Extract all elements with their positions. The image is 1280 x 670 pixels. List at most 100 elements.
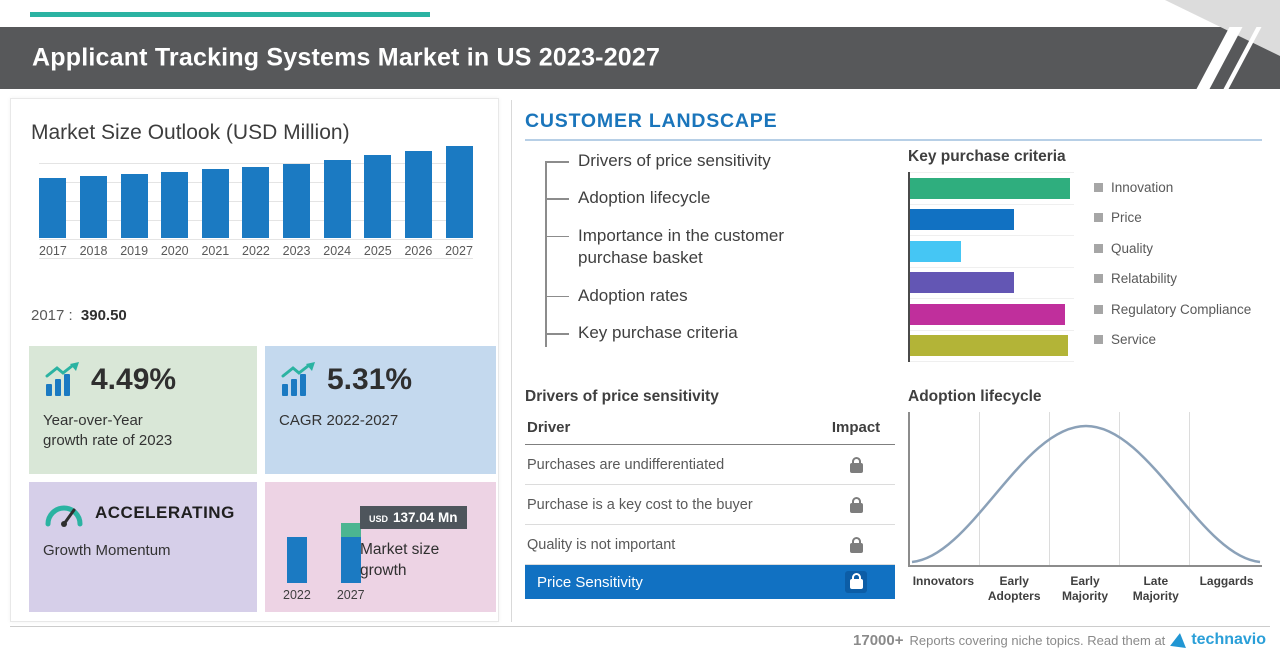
lifecycle-stage-label: Late Majority [1132, 574, 1179, 603]
bell-curve [911, 424, 1261, 564]
yoy-growth-box: 4.49% Year-over-Year growth rate of 2023 [29, 346, 257, 474]
bar-chart-up-arrow-icon [45, 362, 79, 396]
lock-icon [849, 536, 863, 553]
momentum-label: Growth Momentum [43, 541, 243, 561]
kpc-legend-label: Relatability [1111, 271, 1178, 287]
market-size-bar [404, 151, 432, 238]
adoption-lifecycle-chart [908, 412, 1262, 567]
key-purchase-criteria-title: Key purchase criteria [908, 148, 1066, 165]
kpc-bar-row [910, 236, 1074, 268]
price-driver-row: Purchase is a key cost to the buyer [525, 485, 895, 525]
growth-amount: 137.04 Mn [393, 510, 458, 525]
lock-icon [849, 456, 863, 473]
market-bar-column: 2018 [79, 176, 108, 258]
kpc-bar-row [910, 299, 1074, 331]
growth-year-label: 2027 [336, 588, 365, 602]
kpc-legend-label: Innovation [1111, 179, 1174, 195]
kpc-bar-area [908, 172, 1074, 362]
market-bar-column: 2021 [201, 169, 229, 258]
yoy-label-line2: growth rate of 2023 [43, 431, 173, 449]
segment-divider [1189, 412, 1190, 565]
kpc-legend-item: Price [1094, 203, 1251, 234]
connector-line [545, 161, 547, 347]
market-bar-column: 2026 [404, 151, 432, 258]
lifecycle-stage-label: Innovators [912, 574, 975, 588]
market-size-bar [283, 164, 311, 238]
customer-landscape-item: Importance in the customer purchase bask… [545, 225, 840, 270]
market-size-bar-chart: 2017 2018 2019 2020 2021 2022 2023 2024 2025 2026… [39, 146, 473, 283]
price-sensitivity-highlight-row: Price Sensitivity [525, 565, 895, 599]
market-year-label: 2019 [120, 244, 149, 258]
growth-bar [286, 537, 307, 583]
kpc-bar-row [910, 331, 1074, 362]
kpc-bar-row [910, 268, 1074, 299]
growth-momentum-box: ACCELERATING Growth Momentum [29, 482, 257, 612]
base-year-separator: : [68, 307, 73, 324]
legend-marker-icon [1094, 213, 1103, 223]
market-year-label: 2018 [79, 244, 108, 258]
growth-segment [340, 523, 361, 537]
lifecycle-stage-label: Laggards [1199, 574, 1254, 588]
legend-marker-icon [1094, 304, 1103, 314]
kpc-bar-regulatory-compliance [910, 303, 1065, 325]
market-year-label: 2025 [363, 244, 392, 258]
market-year-label: 2017 [39, 244, 67, 258]
kpc-legend-item: Relatability [1094, 264, 1251, 295]
gridline [39, 258, 473, 259]
price-sensitivity-header-row: Driver Impact [525, 415, 895, 445]
base-year-amount: 390.50 [80, 307, 127, 324]
growth-label-line1: Market size [360, 541, 440, 558]
price-driver-row: Quality is not important [525, 525, 895, 565]
kpc-bar-row [910, 205, 1074, 236]
legend-marker-icon [1094, 243, 1103, 253]
impact-cell [819, 456, 893, 473]
segment-divider [979, 412, 980, 565]
market-size-bar [80, 176, 108, 238]
impact-cell [819, 571, 893, 593]
growth-bar [340, 523, 361, 583]
customer-landscape-item: Drivers of price sensitivity [545, 150, 840, 172]
technavio-wordmark: technavio [1191, 631, 1266, 648]
kpc-legend-item: Service [1094, 325, 1251, 356]
base-year-label: 2017 [31, 307, 65, 324]
legend-marker-icon [1094, 274, 1103, 284]
cagr-value: 5.31% [327, 363, 413, 396]
gridline [39, 163, 473, 164]
speedometer-icon [45, 505, 83, 527]
market-size-bar [39, 178, 67, 238]
growth-mini-chart: 2022 2027 [283, 523, 365, 602]
footer-rule [10, 626, 1270, 627]
market-year-label: 2020 [160, 244, 189, 258]
technavio-logo[interactable]: technavio [1170, 631, 1266, 649]
kpc-bar-row [910, 172, 1074, 205]
market-size-bar [364, 155, 392, 238]
lifecycle-stage-label: Early Adopters [987, 574, 1041, 603]
kpc-legend-label: Regulatory Compliance [1111, 301, 1252, 317]
vertical-divider [511, 100, 512, 622]
market-bar-column: 2022 [242, 167, 270, 258]
kpc-bar-quality [910, 240, 961, 262]
market-size-bar [445, 146, 473, 238]
price-driver-row: Purchases are undifferentiated [525, 445, 895, 485]
kpc-bar-service [910, 335, 1068, 357]
market-bar-column: 2027 [445, 146, 473, 258]
column-header-impact: Impact [831, 419, 881, 436]
cagr-label-line: CAGR 2022-2027 [279, 412, 399, 429]
market-size-bar [201, 169, 229, 238]
adoption-lifecycle-labels: Innovators Early Adopters Early Majority La… [908, 574, 1262, 604]
report-count: 17000+ [853, 631, 904, 649]
momentum-word: ACCELERATING [95, 503, 235, 522]
kpc-legend-item: Innovation [1094, 172, 1251, 203]
market-bar-column: 2025 [364, 155, 392, 258]
price-driver-label: Purchases are undifferentiated [527, 456, 725, 473]
customer-landscape-item: Adoption rates [545, 285, 840, 307]
adoption-lifecycle-title: Adoption lifecycle [908, 388, 1042, 405]
footer: 17000+ Reports covering niche topics. Re… [853, 631, 1266, 649]
kpc-legend-item: Regulatory Compliance [1094, 294, 1251, 325]
currency-label: USD [369, 514, 389, 524]
market-size-bar [161, 172, 189, 238]
market-size-title: Market Size Outlook (USD Million) [31, 121, 350, 144]
legend-marker-icon [1094, 335, 1103, 345]
growth-label: Market size growth [360, 540, 439, 582]
